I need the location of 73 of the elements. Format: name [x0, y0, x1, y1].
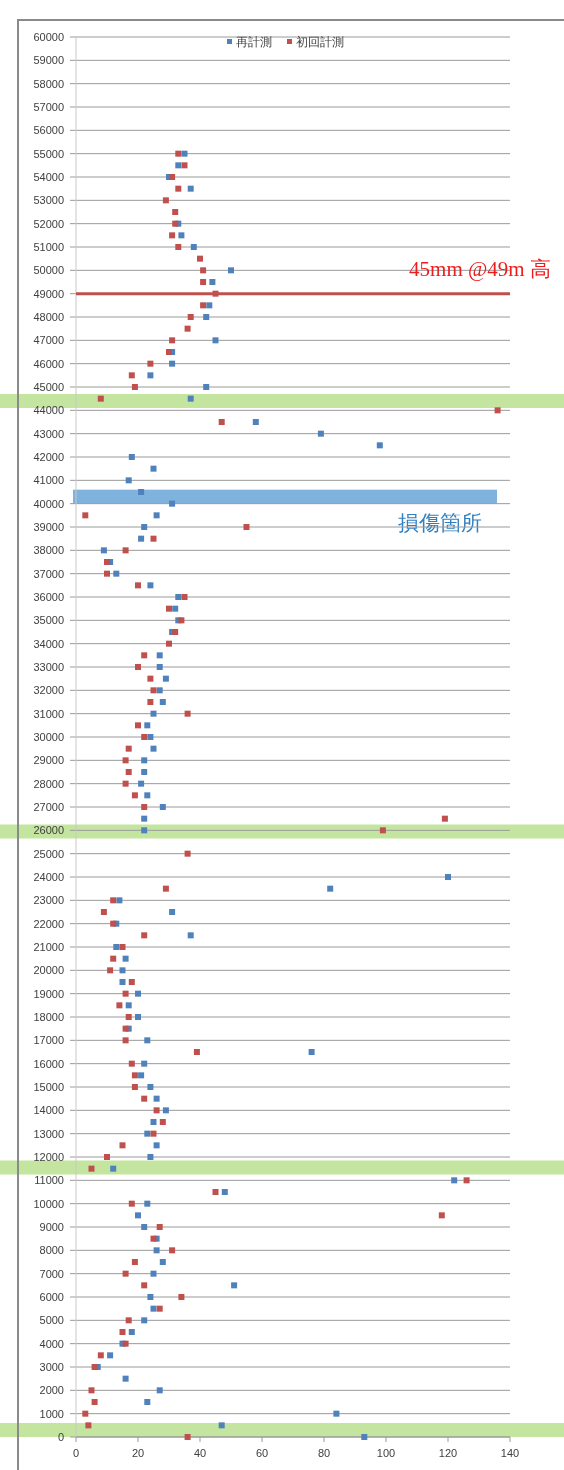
y-tick-label: 0: [57, 1431, 64, 1443]
y-tick-label: 25000: [33, 847, 64, 860]
x-tick-label: 60: [255, 1447, 269, 1459]
x-tick-label: 100: [376, 1447, 396, 1459]
y-tick-label: 17000: [33, 1034, 64, 1047]
y-tick-label: 45000: [33, 381, 64, 393]
band-label: 損傷箇所: [398, 510, 482, 535]
y-tick-label: 41000: [33, 474, 64, 487]
y-tick-label: 21000: [33, 941, 64, 953]
ref-line-label: 45mm @49m 高: [409, 256, 551, 281]
y-tick-label: 5000: [39, 1314, 64, 1327]
y-tick-label: 20000: [33, 964, 64, 977]
y-tick-label: 27000: [33, 801, 64, 813]
y-tick-label: 37000: [33, 567, 64, 580]
y-tick-label: 43000: [33, 427, 64, 440]
y-tick-label: 9000: [39, 1221, 64, 1233]
y-tick-label: 33000: [33, 661, 64, 673]
y-tick-label: 47000: [33, 334, 64, 347]
y-tick-label: 34000: [33, 637, 64, 650]
y-tick-label: 22000: [33, 917, 64, 930]
y-tick-label: 12000: [33, 1151, 64, 1163]
y-tick-label: 29000: [33, 754, 64, 767]
y-tick-label: 48000: [33, 311, 64, 323]
y-tick-label: 19000: [33, 987, 64, 1000]
y-tick-label: 30000: [33, 731, 64, 743]
y-tick-label: 18000: [33, 1011, 64, 1023]
legend-label: 再計測: [236, 35, 272, 49]
y-tick-label: 32000: [33, 684, 64, 697]
y-tick-label: 15000: [33, 1081, 64, 1093]
x-tick-label: 80: [317, 1447, 331, 1459]
x-tick-label: 120: [438, 1447, 458, 1459]
y-tick-label: 8000: [39, 1244, 64, 1257]
x-tick-label: 0: [72, 1447, 80, 1459]
y-tick-label: 40000: [33, 497, 64, 510]
y-tick-label: 11000: [34, 1174, 64, 1187]
y-tick-label: 60000: [33, 31, 64, 43]
y-tick-label: 24000: [33, 871, 64, 883]
y-tick-label: 53000: [33, 194, 64, 207]
legend-label: 初回計測: [296, 35, 344, 49]
y-tick-label: 46000: [33, 357, 64, 370]
x-tick-label: 140: [500, 1447, 520, 1459]
y-tick-label: 35000: [33, 614, 64, 627]
y-tick-label: 1000: [39, 1407, 64, 1420]
y-tick-label: 13000: [33, 1127, 64, 1140]
y-tick-label: 3000: [39, 1361, 64, 1373]
y-tick-label: 54000: [33, 171, 64, 183]
y-tick-label: 2000: [39, 1384, 64, 1397]
y-tick-label: 10000: [33, 1197, 64, 1210]
y-tick-label: 39000: [33, 521, 64, 533]
y-tick-label: 26000: [33, 824, 64, 837]
y-tick-label: 28000: [33, 777, 64, 790]
x-tick-label: 40: [193, 1447, 207, 1459]
y-tick-label: 55000: [33, 147, 64, 160]
y-tick-label: 49000: [33, 287, 64, 300]
y-tick-label: 58000: [33, 77, 64, 90]
y-tick-label: 52000: [33, 217, 64, 230]
y-tick-label: 50000: [33, 264, 64, 277]
y-tick-label: 38000: [33, 544, 64, 557]
y-tick-label: 14000: [33, 1104, 64, 1117]
y-tick-label: 44000: [33, 404, 64, 417]
y-tick-label: 7000: [39, 1267, 64, 1280]
y-tick-label: 4000: [39, 1337, 64, 1350]
y-tick-label: 51000: [33, 241, 64, 253]
y-tick-label: 57000: [33, 101, 64, 113]
y-tick-label: 36000: [33, 591, 64, 603]
x-tick-label: 20: [131, 1447, 145, 1459]
y-tick-label: 31000: [33, 707, 64, 720]
y-tick-label: 6000: [39, 1291, 64, 1303]
y-tick-label: 56000: [33, 124, 64, 137]
y-tick-label: 16000: [33, 1057, 64, 1070]
y-tick-label: 59000: [33, 54, 64, 67]
y-tick-label: 42000: [33, 451, 64, 463]
y-tick-label: 23000: [33, 894, 64, 907]
